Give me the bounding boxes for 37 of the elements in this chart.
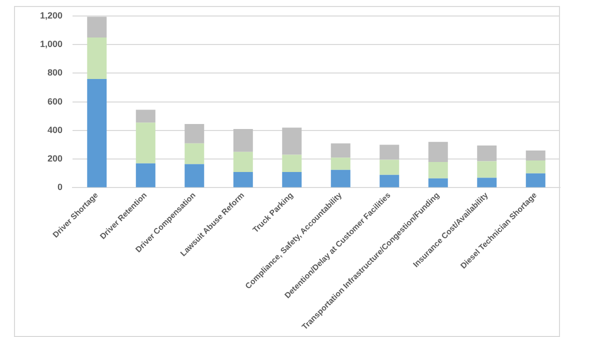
bar <box>380 144 400 160</box>
bar <box>477 178 497 188</box>
bar <box>184 124 204 144</box>
bar <box>526 173 546 188</box>
y-tick-label: 400 <box>47 124 63 135</box>
bar <box>330 170 350 188</box>
bar <box>282 154 302 172</box>
bar <box>282 128 302 155</box>
bar <box>526 160 546 174</box>
y-tick-label: 1,000 <box>40 39 63 50</box>
bar <box>282 172 302 188</box>
bar <box>136 110 156 123</box>
bar <box>330 143 350 158</box>
bar <box>428 162 448 178</box>
bar <box>233 152 253 172</box>
y-tick-label: 1,200 <box>40 10 63 20</box>
bar <box>233 172 253 188</box>
bar <box>526 150 546 161</box>
bar <box>87 37 107 79</box>
bar <box>330 158 350 170</box>
y-tick-label: 800 <box>47 68 63 78</box>
bar <box>184 164 204 188</box>
y-tick-label: 200 <box>47 154 63 164</box>
bar <box>136 163 156 188</box>
bar <box>380 160 400 175</box>
y-tick-label: 0 <box>58 182 63 192</box>
bar <box>477 161 497 178</box>
bar <box>184 143 204 164</box>
bar <box>477 145 497 162</box>
bar <box>136 122 156 164</box>
bar <box>87 78 107 188</box>
bar <box>428 178 448 188</box>
bar <box>87 16 107 38</box>
bar <box>233 129 253 152</box>
bar <box>380 174 400 188</box>
bar <box>428 142 448 162</box>
y-tick-label: 600 <box>47 96 63 106</box>
